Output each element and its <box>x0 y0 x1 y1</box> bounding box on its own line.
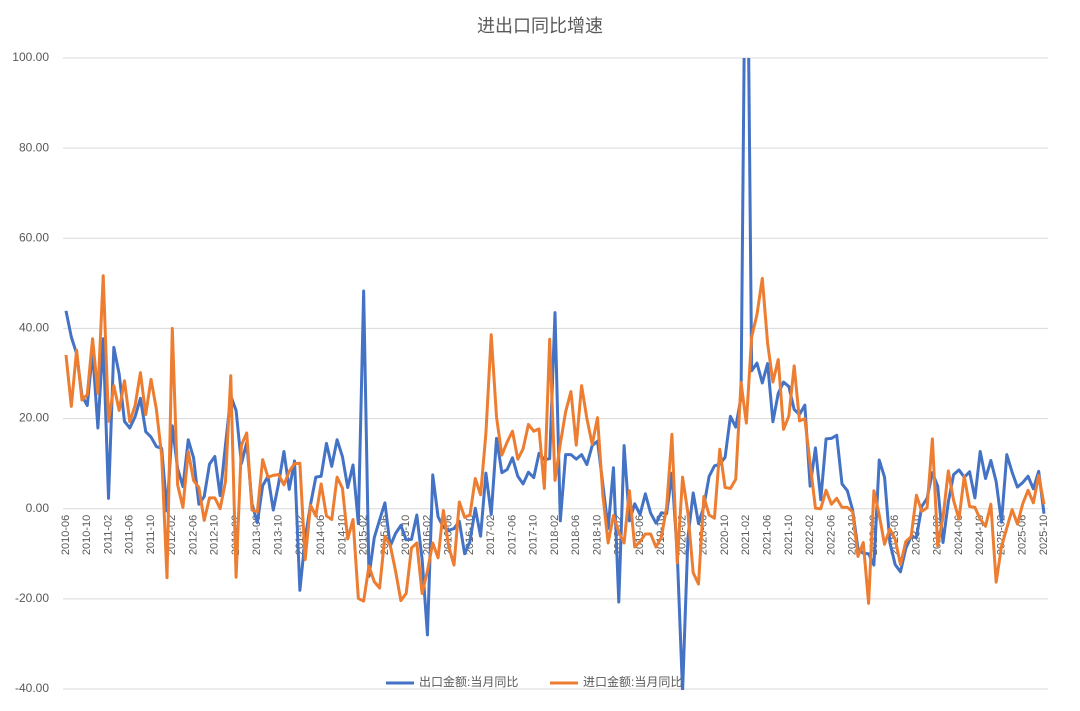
series-line <box>64 274 1046 605</box>
x-tick-label: 2025-02 <box>995 515 1007 555</box>
x-tick-label: 2012-10 <box>209 515 221 555</box>
y-tick-label: -40.00 <box>15 681 49 695</box>
x-tick-label: 2013-06 <box>251 515 263 555</box>
y-tick-label: 0.00 <box>26 501 50 515</box>
x-tick-label: 2023-06 <box>889 515 901 555</box>
x-tick-label: 2012-06 <box>187 515 199 555</box>
x-tick-label: 2018-06 <box>570 515 582 555</box>
y-tick-label: 100.00 <box>12 50 49 64</box>
y-tick-label: 20.00 <box>19 411 49 425</box>
x-tick-label: 2017-02 <box>485 515 497 555</box>
x-tick-label: 2021-06 <box>762 515 774 555</box>
y-tick-label: 40.00 <box>19 321 49 335</box>
x-tick-label: 2017-10 <box>528 515 540 555</box>
x-tick-label: 2025-06 <box>1017 515 1029 555</box>
x-tick-label: 2011-02 <box>102 515 114 555</box>
x-tick-label: 2018-10 <box>591 515 603 555</box>
x-tick-label: 2017-06 <box>506 515 518 555</box>
plot-area <box>64 58 1046 690</box>
y-tick-label: -20.00 <box>15 591 49 605</box>
series-line <box>64 58 1046 690</box>
x-tick-label: 2014-06 <box>315 515 327 555</box>
legend-label: 进口金额:当月同比 <box>583 674 682 689</box>
x-tick-label: 2022-02 <box>804 515 816 555</box>
x-tick-label: 2022-06 <box>825 515 837 555</box>
x-tick-label: 2018-02 <box>549 515 561 555</box>
x-tick-label: 2021-10 <box>783 515 795 555</box>
x-tick-label: 2013-10 <box>273 515 285 555</box>
x-tick-label: 2025-10 <box>1038 515 1050 555</box>
x-tick-label: 2011-10 <box>145 515 157 555</box>
x-tick-label: 2010-06 <box>60 515 72 555</box>
chart-title: 进出口同比增速 <box>477 16 603 36</box>
x-tick-label: 2024-06 <box>953 515 965 555</box>
legend-label: 出口金额:当月同比 <box>419 674 518 689</box>
x-tick-label: 2020-10 <box>719 515 731 555</box>
x-tick-label: 2015-10 <box>400 515 412 555</box>
x-tick-label: 2010-10 <box>81 515 93 555</box>
y-tick-label: 80.00 <box>19 140 49 154</box>
x-tick-label: 2021-02 <box>740 515 752 555</box>
x-tick-label: 2011-06 <box>124 515 136 555</box>
y-tick-label: 60.00 <box>19 230 49 244</box>
